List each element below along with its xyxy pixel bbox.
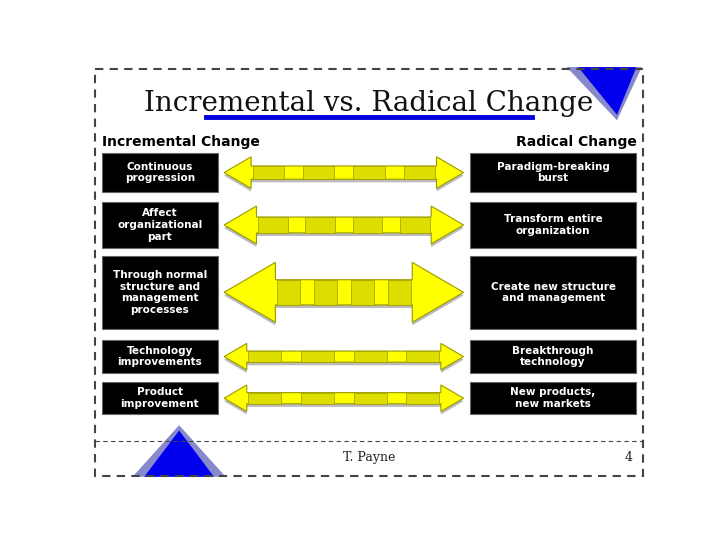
FancyBboxPatch shape xyxy=(248,351,282,362)
FancyBboxPatch shape xyxy=(354,393,387,404)
Text: New products,
new markets: New products, new markets xyxy=(510,387,595,409)
FancyBboxPatch shape xyxy=(353,217,382,233)
Polygon shape xyxy=(567,67,642,120)
FancyBboxPatch shape xyxy=(102,382,218,414)
FancyBboxPatch shape xyxy=(406,393,439,404)
FancyBboxPatch shape xyxy=(469,202,636,248)
FancyBboxPatch shape xyxy=(102,340,218,373)
Text: Radical Change: Radical Change xyxy=(516,135,636,149)
Polygon shape xyxy=(132,425,225,477)
FancyBboxPatch shape xyxy=(253,166,284,179)
Polygon shape xyxy=(224,347,464,373)
Polygon shape xyxy=(224,385,464,411)
Text: 4: 4 xyxy=(624,451,632,464)
FancyBboxPatch shape xyxy=(354,166,384,179)
Text: T. Payne: T. Payne xyxy=(343,451,395,464)
Text: Breakthrough
technology: Breakthrough technology xyxy=(513,346,594,367)
FancyBboxPatch shape xyxy=(469,153,636,192)
Text: Incremental Change: Incremental Change xyxy=(102,135,259,149)
Polygon shape xyxy=(224,388,464,415)
FancyBboxPatch shape xyxy=(351,280,374,305)
FancyBboxPatch shape xyxy=(469,382,636,414)
FancyBboxPatch shape xyxy=(403,166,435,179)
Text: Incremental vs. Radical Change: Incremental vs. Radical Change xyxy=(145,90,593,117)
FancyBboxPatch shape xyxy=(258,217,287,233)
Text: Paradigm-breaking
burst: Paradigm-breaking burst xyxy=(497,162,610,184)
Text: Continuous
progression: Continuous progression xyxy=(125,162,195,184)
Text: Transform entire
organization: Transform entire organization xyxy=(504,214,603,236)
FancyBboxPatch shape xyxy=(314,280,337,305)
Polygon shape xyxy=(224,209,464,247)
FancyBboxPatch shape xyxy=(248,393,282,404)
Polygon shape xyxy=(578,67,636,115)
Text: Through normal
structure and
management
processes: Through normal structure and management … xyxy=(112,270,207,315)
Text: Create new structure
and management: Create new structure and management xyxy=(490,281,616,303)
FancyBboxPatch shape xyxy=(303,166,334,179)
FancyBboxPatch shape xyxy=(387,280,410,305)
FancyBboxPatch shape xyxy=(400,217,430,233)
Polygon shape xyxy=(144,430,214,477)
FancyBboxPatch shape xyxy=(277,280,300,305)
FancyBboxPatch shape xyxy=(102,256,218,329)
Text: Technology
improvements: Technology improvements xyxy=(117,346,202,367)
FancyBboxPatch shape xyxy=(469,340,636,373)
FancyBboxPatch shape xyxy=(406,351,439,362)
Polygon shape xyxy=(224,157,464,188)
FancyBboxPatch shape xyxy=(102,153,218,192)
FancyBboxPatch shape xyxy=(305,217,335,233)
Text: Affect
organizational
part: Affect organizational part xyxy=(117,208,202,241)
Polygon shape xyxy=(224,206,464,244)
FancyBboxPatch shape xyxy=(469,256,636,329)
Polygon shape xyxy=(224,160,464,192)
FancyBboxPatch shape xyxy=(301,351,334,362)
Polygon shape xyxy=(224,343,464,370)
Polygon shape xyxy=(224,266,464,326)
FancyBboxPatch shape xyxy=(354,351,387,362)
Polygon shape xyxy=(224,262,464,322)
FancyBboxPatch shape xyxy=(301,393,334,404)
FancyBboxPatch shape xyxy=(102,202,218,248)
Text: Product
improvement: Product improvement xyxy=(120,387,199,409)
